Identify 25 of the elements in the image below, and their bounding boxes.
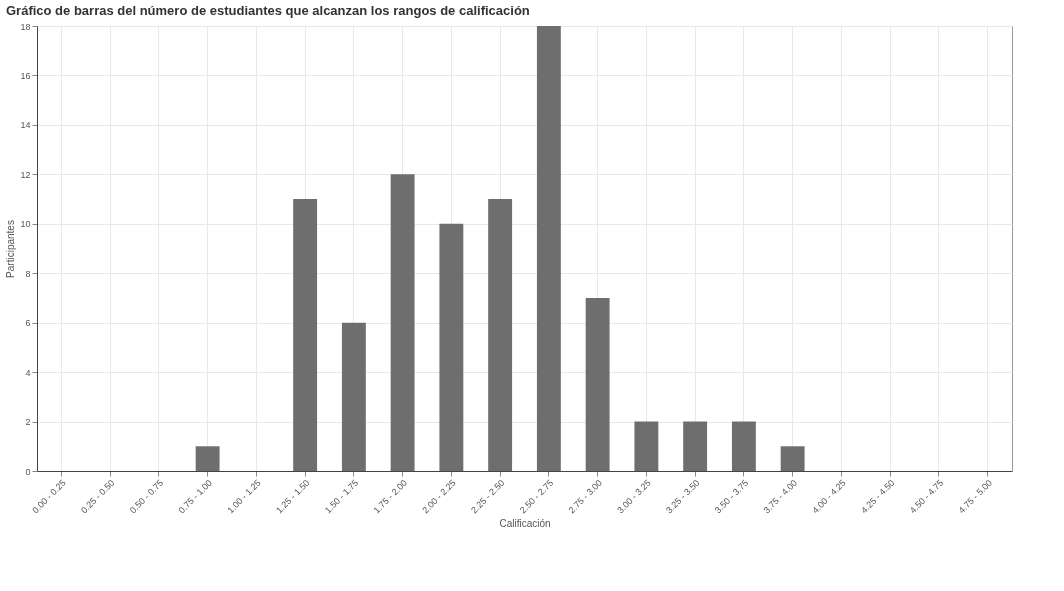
bar (731, 421, 756, 471)
chart-title: Gráfico de barras del número de estudiantes que alcanzan los rangos de calificación (5, 3, 530, 18)
bar (439, 223, 464, 471)
bar (536, 26, 561, 471)
y-tick-label: 18 (20, 21, 31, 32)
y-axis-title: Participantes (5, 220, 17, 278)
bar (634, 421, 659, 471)
y-tick-label: 6 (25, 318, 31, 329)
y-tick-label: 16 (20, 70, 31, 81)
y-tick-label: 8 (25, 268, 31, 279)
bar (195, 446, 220, 471)
y-tick-label: 10 (20, 219, 31, 230)
x-axis-title: Calificación (499, 518, 551, 530)
bar (488, 199, 513, 471)
bar (780, 446, 805, 471)
bar (341, 322, 366, 471)
bar (683, 421, 708, 471)
y-tick-label: 4 (25, 367, 31, 378)
y-tick-label: 2 (25, 417, 31, 428)
y-tick-label: 14 (20, 120, 31, 131)
bar (585, 297, 610, 471)
bar (293, 199, 318, 471)
y-tick-label: 0 (25, 466, 31, 477)
bar (390, 174, 415, 471)
y-tick-label: 12 (20, 169, 31, 180)
